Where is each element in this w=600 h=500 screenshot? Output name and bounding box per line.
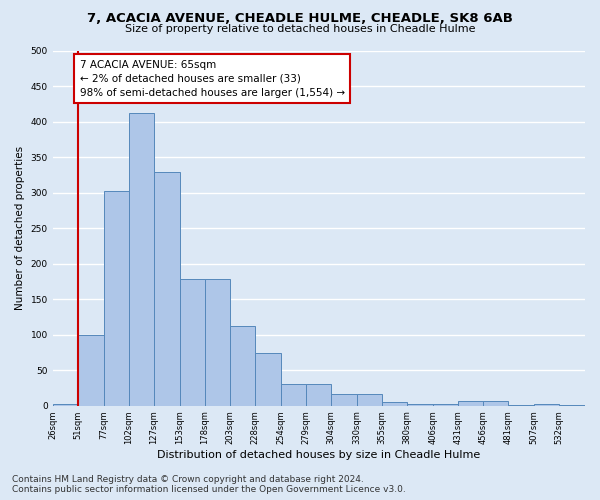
Bar <box>331 394 357 406</box>
Bar <box>306 384 331 406</box>
Bar <box>53 404 77 406</box>
Text: Contains HM Land Registry data © Crown copyright and database right 2024.
Contai: Contains HM Land Registry data © Crown c… <box>12 474 406 494</box>
Bar <box>154 172 180 406</box>
Bar <box>104 191 129 406</box>
Bar <box>129 112 154 406</box>
Bar <box>281 384 306 406</box>
Text: 7, ACACIA AVENUE, CHEADLE HULME, CHEADLE, SK8 6AB: 7, ACACIA AVENUE, CHEADLE HULME, CHEADLE… <box>87 12 513 26</box>
Text: 7 ACACIA AVENUE: 65sqm
← 2% of detached houses are smaller (33)
98% of semi-deta: 7 ACACIA AVENUE: 65sqm ← 2% of detached … <box>80 60 345 98</box>
X-axis label: Distribution of detached houses by size in Cheadle Hulme: Distribution of detached houses by size … <box>157 450 481 460</box>
Text: Size of property relative to detached houses in Cheadle Hulme: Size of property relative to detached ho… <box>125 24 475 34</box>
Bar <box>77 335 104 406</box>
Bar <box>483 402 508 406</box>
Bar <box>458 402 483 406</box>
Bar <box>205 280 230 406</box>
Bar <box>433 404 458 406</box>
Bar <box>382 402 407 406</box>
Y-axis label: Number of detached properties: Number of detached properties <box>15 146 25 310</box>
Bar <box>508 405 534 406</box>
Bar <box>180 280 205 406</box>
Bar <box>230 326 255 406</box>
Bar <box>559 405 585 406</box>
Bar <box>255 352 281 406</box>
Bar <box>407 404 433 406</box>
Bar <box>357 394 382 406</box>
Bar <box>534 404 559 406</box>
